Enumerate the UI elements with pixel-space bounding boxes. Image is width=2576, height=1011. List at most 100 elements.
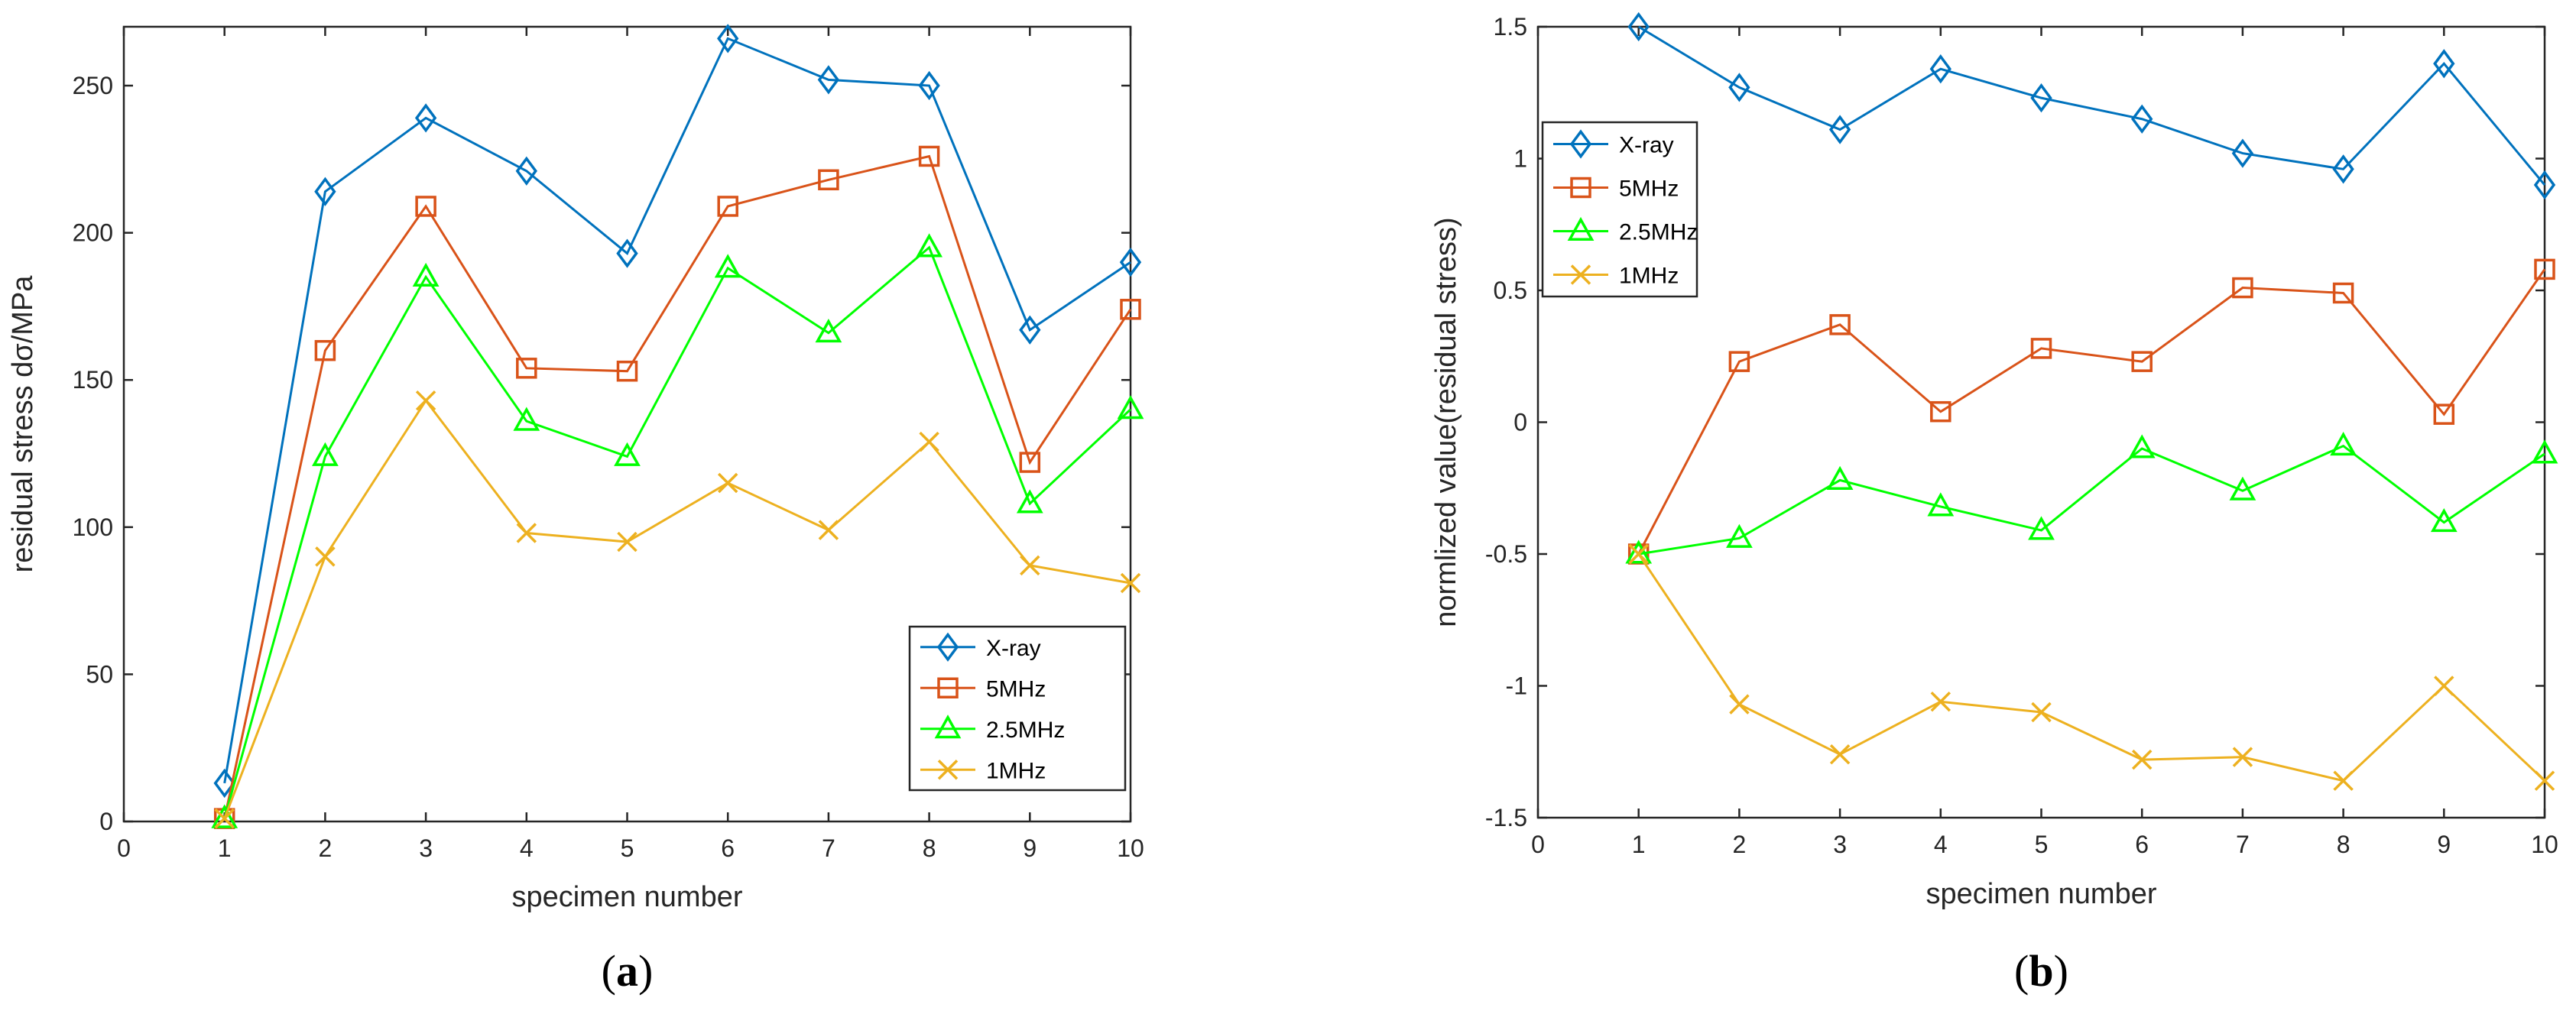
data-point (314, 339, 336, 361)
data-point (1625, 540, 1653, 564)
legend-marker (937, 760, 959, 780)
caption-open: ( (2014, 946, 2029, 996)
caption-letter: a (616, 946, 638, 996)
legend-marker (934, 715, 962, 739)
legend-box (1541, 121, 1698, 298)
data-point (1627, 11, 1650, 42)
x-tick-label: 10 (2531, 831, 2558, 858)
x-tick-label: 4 (1934, 831, 1948, 858)
data-point (412, 262, 440, 287)
data-point (616, 360, 638, 382)
legend-marker (1569, 129, 1592, 159)
y-tick-label: 250 (73, 72, 113, 99)
y-tick-label: -0.5 (1485, 540, 1527, 568)
data-point (717, 472, 738, 494)
data-point (315, 546, 336, 567)
data-point (2333, 770, 2354, 791)
data-point (513, 407, 540, 431)
x-tick-label: 8 (2337, 831, 2351, 858)
series-line (223, 154, 1132, 819)
data-point (2534, 770, 2555, 791)
data-point (916, 233, 942, 258)
data-point (516, 523, 537, 543)
series-line (1637, 553, 2546, 783)
legend-marker (937, 677, 959, 698)
data-point (818, 169, 839, 191)
legend-box (908, 625, 1127, 792)
data-point (2330, 431, 2357, 456)
data-point (818, 520, 839, 540)
x-axis-label: specimen number (1926, 878, 2156, 910)
data-point (2232, 747, 2253, 767)
legend-label: 1MHz (1619, 264, 1679, 289)
data-point (614, 442, 641, 466)
plot-area (1536, 25, 2546, 819)
data-point (1927, 492, 1955, 517)
legend: X-ray 5MHz 2.5MHz 1MHz (1541, 121, 1698, 298)
x-tick-label: 5 (621, 834, 634, 862)
data-point (1628, 543, 1649, 565)
data-point (1728, 351, 1750, 372)
y-tick-label: 200 (73, 219, 113, 247)
y-tick-label: 150 (73, 366, 113, 394)
data-point (919, 431, 939, 452)
x-tick-label: 6 (721, 834, 735, 862)
legend-label: X-ray (986, 636, 1041, 661)
series-5mhz (1627, 258, 2555, 565)
series-2-5mhz (1625, 431, 2558, 564)
data-point (2433, 49, 2455, 79)
x-tick-label: 5 (2035, 831, 2049, 858)
data-point (817, 65, 840, 95)
legend-marker (1567, 216, 1595, 241)
series-line (223, 245, 1132, 819)
data-point (2433, 403, 2455, 425)
legend-marker (1570, 264, 1591, 285)
legend-label: 2.5MHz (1619, 220, 1698, 245)
series-5mhz (213, 145, 1141, 829)
data-point (918, 70, 940, 101)
data-point (2229, 476, 2256, 501)
series-line (1637, 268, 2546, 555)
legend-marker (936, 632, 959, 662)
data-point (2030, 338, 2052, 359)
chart-panel-b: 0 1 2 3 4 5 6 7 8 9 10 -1.5 -1 -0.5 0 0.5 1 1.5 specimen n… (1430, 11, 2558, 996)
y-tick-label: 1 (1513, 145, 1527, 173)
data-point (1120, 572, 1141, 594)
x-tick-label: 2 (319, 834, 333, 862)
data-point (515, 156, 537, 186)
data-point (1016, 489, 1043, 514)
series-line (223, 398, 1131, 819)
series-2-5mhz (211, 233, 1144, 828)
data-point (213, 768, 235, 799)
data-point (2430, 508, 2458, 533)
data-point (2533, 170, 2556, 200)
y-tick-label: 0.5 (1494, 277, 1527, 304)
data-point (314, 177, 336, 206)
series-line (223, 37, 1131, 784)
legend: X-ray 5MHz 2.5MHz 1MHz (908, 625, 1127, 792)
legend-label: 5MHz (1619, 177, 1679, 202)
legend-label: 1MHz (986, 758, 1046, 783)
data-point (2434, 676, 2454, 696)
data-point (2332, 154, 2354, 184)
data-point (2531, 439, 2558, 464)
data-point (1117, 395, 1144, 420)
data-point (1728, 73, 1750, 102)
data-point (414, 103, 437, 133)
data-point (1828, 115, 1851, 144)
series-line (1638, 444, 2545, 556)
data-point (214, 808, 235, 829)
data-point (211, 804, 238, 828)
y-tick-label: 50 (86, 660, 113, 688)
data-point (1120, 299, 1141, 320)
x-tick-label: 7 (822, 834, 835, 862)
series-x-ray (1627, 11, 2556, 200)
data-point (1930, 691, 1951, 712)
data-point (2131, 749, 2153, 770)
x-tick-label: 9 (1023, 834, 1037, 862)
x-tick-label: 3 (1833, 831, 1847, 858)
y-axis-label: normlized value(residual stress) (1430, 217, 1462, 627)
caption-letter: b (2029, 946, 2053, 996)
y-tick-label: 0 (99, 808, 113, 835)
